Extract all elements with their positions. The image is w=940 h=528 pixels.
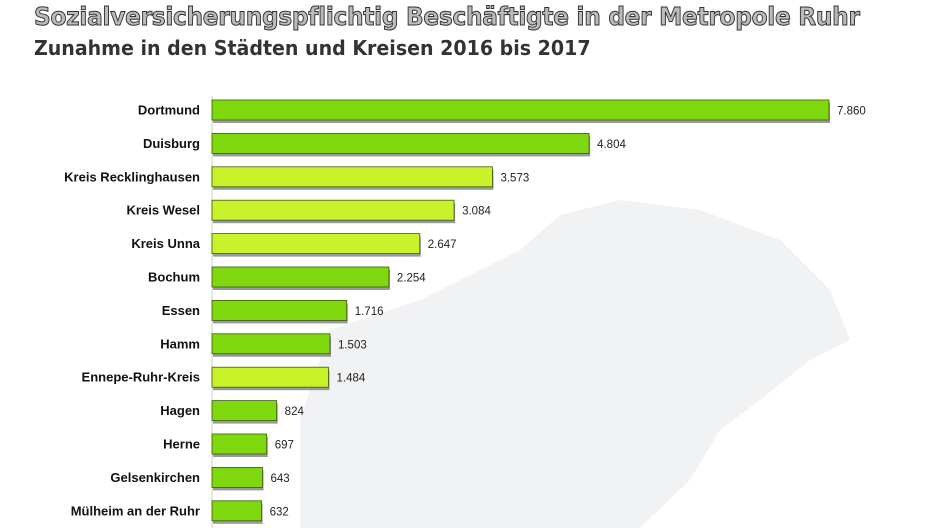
value-label: 1.503 [338, 339, 367, 351]
bar [211, 366, 329, 388]
category-label: Duisburg [143, 136, 200, 151]
bar [211, 266, 390, 288]
category-label: Dortmund [138, 103, 200, 118]
value-label: 643 [270, 473, 289, 485]
bar [211, 333, 331, 355]
chart-subtitle: Zunahme in den Städten und Kreisen 2016 … [34, 36, 591, 60]
bar [211, 132, 590, 154]
category-label: Mülheim an der Ruhr [71, 503, 200, 518]
category-label: Kreis Recklinghausen [64, 169, 200, 184]
category-label: Gelsenkirchen [110, 470, 200, 485]
category-label: Hagen [160, 403, 200, 418]
bar [211, 299, 348, 321]
value-label: 2.647 [428, 239, 457, 251]
bar [211, 400, 278, 422]
category-label: Kreis Unna [131, 236, 200, 251]
value-label: 7.860 [837, 106, 866, 118]
bar [211, 500, 263, 522]
value-label: 1.484 [336, 373, 365, 385]
value-label: 824 [285, 406, 305, 418]
category-label: Kreis Wesel [127, 203, 200, 218]
value-label: 632 [270, 506, 289, 518]
category-label: Essen [162, 303, 200, 318]
value-label: 3.573 [500, 172, 529, 184]
bar [211, 199, 455, 221]
bar [211, 99, 830, 121]
background-map-shape [300, 200, 850, 528]
bar [211, 433, 268, 455]
category-label: Ennepe-Ruhr-Kreis [82, 370, 200, 385]
value-label: 1.716 [355, 306, 384, 318]
bar [211, 466, 263, 488]
category-label: Bochum [148, 270, 200, 285]
value-label: 697 [275, 440, 294, 452]
bar [211, 233, 421, 255]
category-label: Herne [163, 437, 200, 452]
value-label: 3.084 [462, 206, 491, 218]
chart-title: Sozialversicherungspflichtig Beschäftigt… [34, 2, 861, 32]
value-label: 4.804 [597, 139, 626, 151]
value-label: 2.254 [397, 273, 426, 285]
bar [211, 166, 493, 188]
category-label: Hamm [160, 336, 200, 351]
